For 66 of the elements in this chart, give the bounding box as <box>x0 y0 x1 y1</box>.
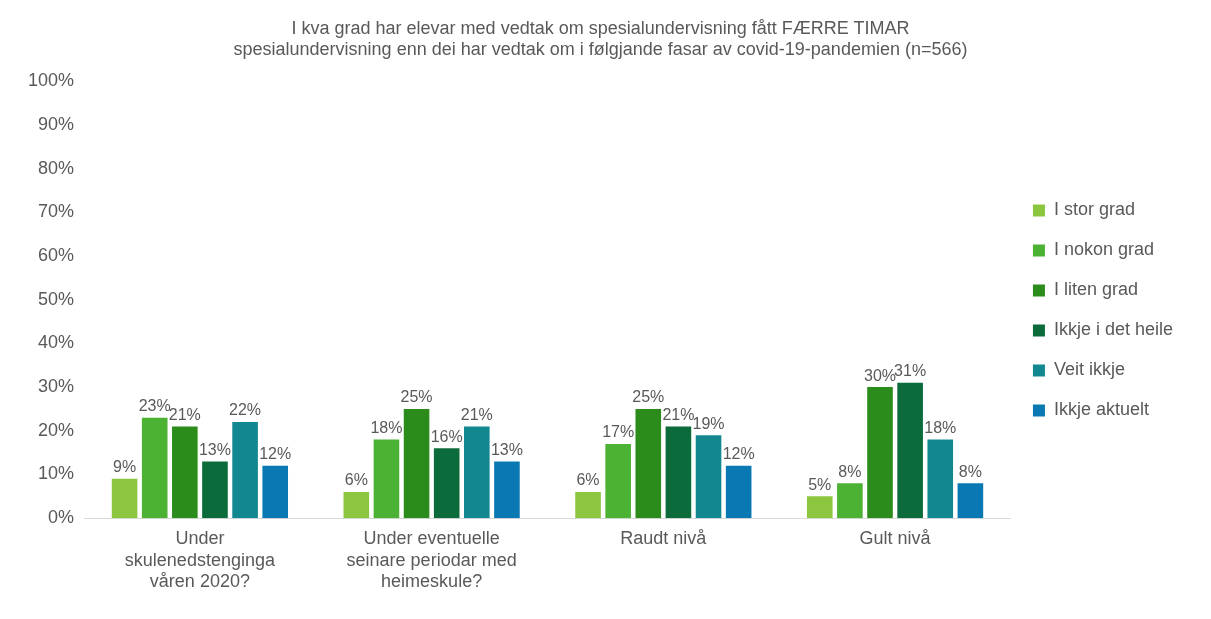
y-tick-label: 50% <box>38 288 75 309</box>
bar <box>433 448 460 519</box>
legend-label: I stor grad <box>1053 199 1135 220</box>
y-tick-label: 30% <box>38 376 75 397</box>
bar <box>695 435 722 519</box>
y-tick-label: 90% <box>38 113 75 134</box>
bar <box>957 483 984 519</box>
data-label: 21% <box>662 405 695 423</box>
y-tick-label: 60% <box>38 244 75 265</box>
bar <box>575 491 601 519</box>
legend-label: Ikkje i det heile <box>1053 319 1174 340</box>
data-label: 12% <box>259 445 292 463</box>
data-label: 25% <box>632 388 665 406</box>
data-label: 16% <box>430 427 463 445</box>
bar <box>897 382 923 519</box>
chart-title: I kva grad har elevar med vedtak om spesialundervisning fått FÆRRE TIMAR spesialundervisning enn dei har vedtak om i følgjande fasar av covid-19-pandemien (n=566) <box>233 17 968 60</box>
x-tick-label: Gult nivå <box>859 527 932 548</box>
bar <box>605 443 631 519</box>
bar <box>927 439 954 519</box>
data-label: 18% <box>370 418 403 436</box>
bar <box>665 426 692 519</box>
data-label: 23% <box>138 397 171 415</box>
y-tick-label: 100% <box>27 70 75 91</box>
bar <box>725 465 752 519</box>
bar <box>403 408 430 519</box>
bar <box>837 483 863 519</box>
x-tick-label: Raudt nivå <box>620 527 708 548</box>
legend-label: I nokon grad <box>1053 239 1155 260</box>
bar <box>343 491 370 519</box>
bar <box>141 417 168 519</box>
data-label: 25% <box>400 388 433 406</box>
x-tick-label: Under eventuelle seinare periodar med heimeskule? <box>346 527 517 592</box>
y-tick-label: 40% <box>38 332 75 353</box>
y-tick-label: 20% <box>38 419 75 440</box>
bar <box>202 461 228 519</box>
legend-label: I liten grad <box>1053 279 1138 300</box>
data-label: 9% <box>113 458 137 476</box>
y-tick-label: 10% <box>38 463 75 484</box>
bar <box>464 426 490 519</box>
data-label: 18% <box>924 418 957 436</box>
data-label: 12% <box>722 445 755 463</box>
data-label: 13% <box>198 440 231 458</box>
data-label: 13% <box>490 440 523 458</box>
bar <box>867 387 893 519</box>
data-label: 17% <box>602 423 635 441</box>
data-label: 6% <box>576 471 600 489</box>
y-tick-label: 0% <box>48 507 75 528</box>
y-tick-label: 70% <box>38 201 75 222</box>
x-tick-label: Under skulenedstenginga våren 2020? <box>124 527 276 592</box>
bar <box>806 496 833 519</box>
data-label: 21% <box>460 405 493 423</box>
data-label: 5% <box>808 475 832 493</box>
bar <box>262 465 289 519</box>
bar <box>373 439 400 519</box>
legend-label: Veit ikkje <box>1053 359 1125 380</box>
bar <box>172 426 198 519</box>
y-tick-label: 80% <box>38 157 75 178</box>
data-label: 6% <box>344 471 368 489</box>
legend-label: Ikkje aktuelt <box>1053 399 1149 420</box>
data-label: 8% <box>958 462 982 480</box>
bar <box>232 422 258 519</box>
bar <box>635 408 662 519</box>
data-label: 22% <box>229 401 262 419</box>
data-label: 8% <box>838 462 862 480</box>
bar <box>111 478 138 519</box>
bar <box>494 461 520 519</box>
